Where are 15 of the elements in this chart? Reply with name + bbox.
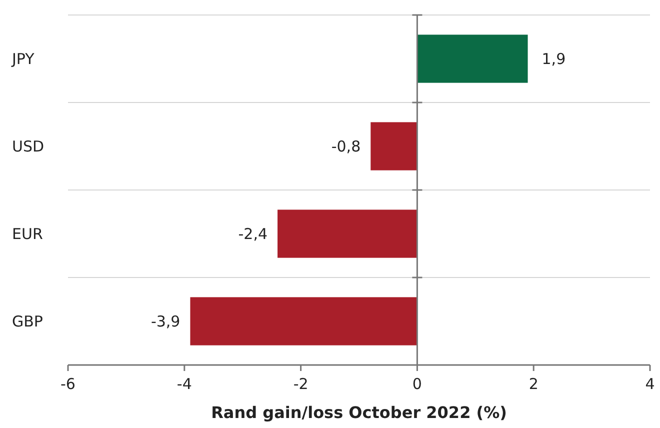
y-tick-label: USD [12,138,44,156]
y-tick-label: GBP [12,312,43,330]
y-tick-label: JPY [11,50,36,68]
x-tick-label: 2 [528,375,538,393]
data-label: 1,9 [542,50,566,68]
data-label: -2,4 [238,225,268,243]
x-tick-label: 4 [645,375,655,393]
x-tick-label: 0 [412,375,422,393]
x-tick-label: -4 [176,375,192,393]
x-tick-label: -2 [293,375,308,393]
data-label: -3,9 [150,312,180,330]
y-tick-label: EUR [12,225,43,243]
x-axis-title: Rand gain/loss October 2022 (%) [211,403,507,422]
data-label: -0,8 [331,138,361,156]
x-tick-label: -6 [60,375,76,393]
